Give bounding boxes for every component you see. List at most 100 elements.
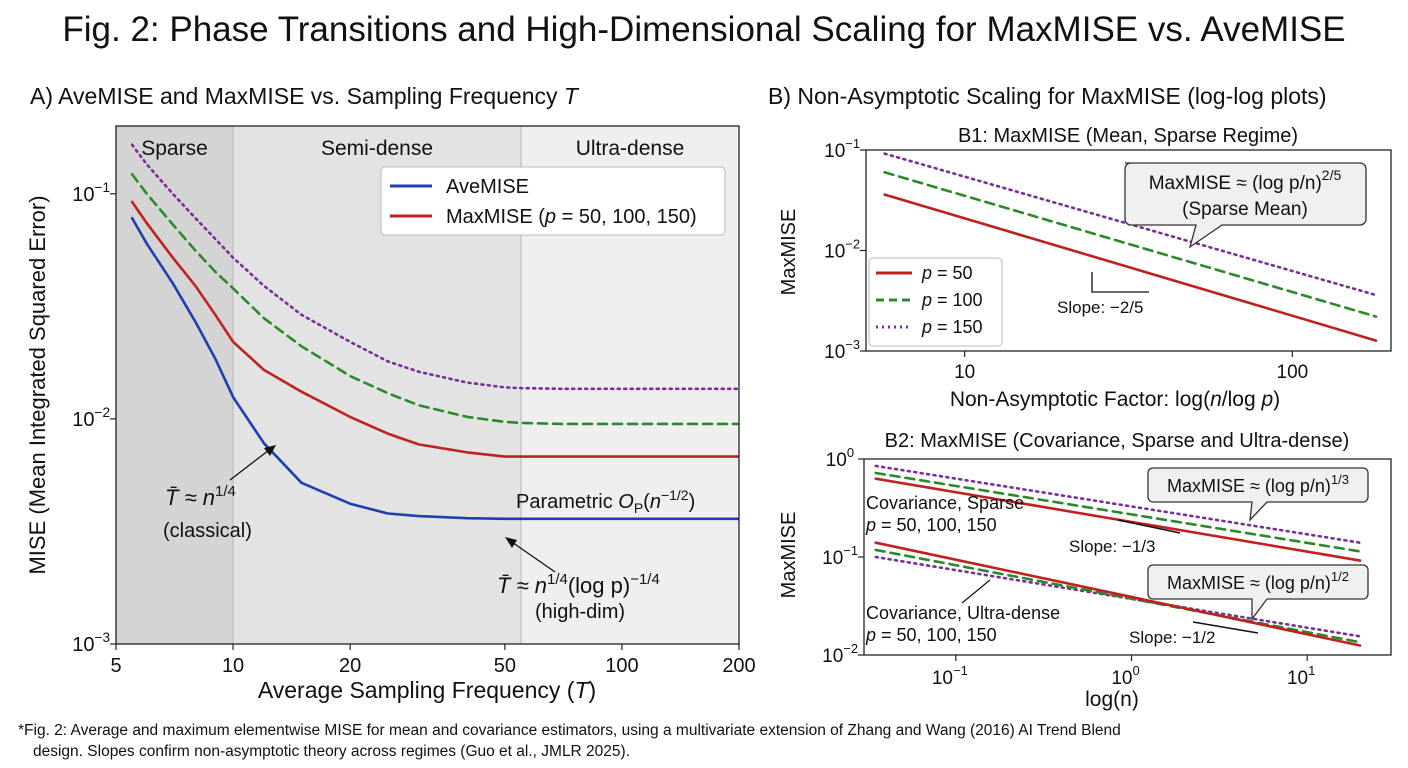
a-xtick-label: 20	[339, 655, 361, 677]
a-xtick-label: 50	[494, 655, 516, 677]
b1-ytick-label: 10−2	[824, 237, 860, 263]
panel-b1-ylabel: MaxMISE	[778, 209, 800, 296]
figure-caption: *Fig. 2: Average and maximum elementwise…	[18, 720, 1398, 762]
callout-b1-exp: 2/5	[1322, 167, 1342, 183]
svg-text:MaxMISE ≈ (log p/n)2/5: MaxMISE ≈ (log p/n)2/5	[1149, 167, 1342, 194]
callout-b2-sparse: MaxMISE ≈ (log p/n)1/3	[1147, 467, 1369, 522]
b2-ytick-label: 100	[826, 445, 854, 471]
svg-text:p = 150: p = 150	[921, 317, 983, 337]
panel-a-title: A) AveMISE and MaxMISE vs. Sampling Freq…	[30, 83, 578, 110]
panel-a-legend: AveMISE MaxMISE (p = 50, 100, 150)	[380, 166, 726, 236]
callout-b2-sparse-text: MaxMISE ≈ (log p/n)	[1167, 476, 1331, 496]
highdim-mid: (log p)	[568, 573, 630, 598]
panel-a-title-var: T	[563, 83, 578, 109]
a-xtick-label: 200	[722, 655, 755, 677]
b1-ytick-label: 10−1	[824, 136, 860, 162]
b2-series-sparse_p100	[874, 471, 1362, 553]
annotation-classical: T̄ ≈ n1/4 (classical)	[163, 445, 276, 542]
b2-series-sparse_p150	[874, 464, 1362, 544]
b1-series-p100	[883, 170, 1378, 318]
callout-b1: MaxMISE ≈ (log p/n)2/5 (Sparse Mean)	[1124, 162, 1367, 249]
callout-b1-line1: MaxMISE ≈ (log p/n)	[1149, 173, 1322, 194]
b2-series-ultra_p100	[874, 548, 1362, 644]
annotation-highdim: T̄ ≈ n1/4(log p)−1/4 (high-dim)	[497, 537, 660, 623]
panel-a-ylabel: MISE (Mean Integrated Squared Error)	[25, 195, 50, 574]
panel-a-title-text: A) AveMISE and MaxMISE vs. Sampling Freq…	[30, 83, 558, 109]
svg-text:T̄ ≈ n1/4(log p)−1/4: T̄ ≈ n1/4(log p)−1/4	[497, 571, 660, 598]
panel-b-title: B) Non-Asymptotic Scaling for MaxMISE (l…	[768, 83, 1327, 109]
panel-b2-chart: B2: MaxMISE (Covariance, Sparse and Ultr…	[778, 430, 1392, 711]
callout-b2-ultra-text: MaxMISE ≈ (log p/n)	[1167, 573, 1331, 593]
a-ytick-label: 10−2	[72, 405, 110, 431]
b1-xtick-label: 100	[1277, 362, 1309, 383]
b2-ytick-label: 10−2	[822, 641, 858, 667]
b2-xtick-label: 10−1	[932, 663, 968, 689]
panel-b2-xlabel: log(n)	[1085, 688, 1139, 711]
callout-b2-sparse-exp: 1/3	[1331, 472, 1349, 487]
panel-b1-title: B1: MaxMISE (Mean, Sparse Regime)	[958, 125, 1298, 147]
series-p150	[130, 143, 739, 391]
highdim-exp1: 1/4	[547, 571, 568, 588]
panel-a-xlabel: Average Sampling Frequency (T)	[258, 677, 596, 703]
highdim-exp2: −1/4	[630, 571, 660, 588]
annotation-parametric: Parametric OP(n−1/2)	[516, 487, 695, 516]
b1-xtick-label: 10	[954, 362, 975, 383]
panel-b2-ylabel: MaxMISE	[778, 512, 800, 599]
classical-note: (classical)	[163, 520, 252, 542]
region-label: Sparse	[141, 137, 208, 160]
caption-line-2: design. Slopes confirm non-asymptotic th…	[33, 743, 631, 760]
b1-ytick-label: 10−3	[824, 337, 860, 363]
series-p100	[130, 173, 739, 426]
classical-formula: T̄ ≈ n	[165, 485, 215, 510]
b2-series-ultra_p50	[874, 541, 1362, 647]
label-cov-ultra-1: Covariance, Ultra-dense	[866, 603, 1060, 623]
b2-xtick-label: 100	[1111, 663, 1139, 689]
region-label: Semi-dense	[321, 137, 433, 160]
panel-b1-xlabel: Non-Asymptotic Factor: log(n/log p)	[950, 388, 1280, 411]
highdim-note: (high-dim)	[535, 601, 625, 623]
label-cov-ultra-2: p = 50, 100, 150	[865, 625, 997, 645]
b1-series-p50	[883, 193, 1378, 342]
a-xtick-label: 100	[605, 655, 638, 677]
b2-ytick-label: 10−1	[822, 543, 858, 569]
figure-title: Fig. 2: Phase Transitions and High-Dimen…	[62, 10, 1346, 49]
panel-a-chart: Sparse Semi-dense Ultra-dense 5 10 20 50 100 20…	[25, 125, 756, 703]
a-xtick-label: 5	[110, 655, 121, 677]
highdim-formula: T̄ ≈ n	[497, 573, 547, 598]
callout-b1-line2: (Sparse Mean)	[1182, 199, 1308, 220]
b2-series-ultra_p150	[874, 555, 1362, 638]
panel-a-frame	[115, 125, 740, 645]
slope-label-ultra: Slope: −1/2	[1129, 628, 1216, 647]
svg-text:T̄ ≈ n1/4: T̄ ≈ n1/4	[165, 483, 236, 510]
pointer-cov-ultra	[961, 579, 991, 604]
a-ytick-label: 10−1	[72, 180, 110, 206]
svg-text:p = 100: p = 100	[921, 290, 983, 310]
legend-avemise-label: AveMISE	[446, 176, 529, 198]
classical-exp: 1/4	[215, 483, 236, 500]
callout-b2-ultra: MaxMISE ≈ (log p/n)1/2	[1147, 564, 1369, 621]
label-cov-sparse-2: p = 50, 100, 150	[865, 515, 997, 535]
svg-text:p = 50: p = 50	[921, 263, 973, 283]
slope-label-sparse: Slope: −1/3	[1069, 537, 1156, 556]
caption-line-1: *Fig. 2: Average and maximum elementwise…	[18, 722, 1121, 739]
legend-maxmise-label: MaxMISE (p = 50, 100, 150)	[446, 206, 697, 228]
series-p50	[130, 200, 739, 458]
panel-b1-chart: B1: MaxMISE (Mean, Sparse Regime) 10 100 1…	[778, 125, 1392, 411]
slope-label-b1: Slope: −2/5	[1057, 298, 1144, 317]
svg-text:MaxMISE ≈ (log p/n)1/3: MaxMISE ≈ (log p/n)1/3	[1167, 472, 1349, 496]
panel-b1-legend: p = 50 p = 100 p = 150	[868, 257, 1003, 347]
label-cov-sparse-1: Covariance, Sparse	[866, 493, 1024, 513]
b2-xtick-label: 101	[1287, 663, 1315, 689]
series-avemise	[130, 216, 739, 521]
a-xtick-label: 10	[222, 655, 244, 677]
panel-b2-title: B2: MaxMISE (Covariance, Sparse and Ultr…	[885, 430, 1350, 452]
callout-b2-ultra-exp: 1/2	[1331, 569, 1349, 584]
svg-text:MaxMISE ≈ (log p/n)1/2: MaxMISE ≈ (log p/n)1/2	[1167, 569, 1349, 593]
slope-marker-ultra	[1192, 621, 1259, 634]
b2-series-sparse_p50	[874, 477, 1362, 562]
a-ytick-label: 10−3	[72, 630, 110, 656]
region-label: Ultra-dense	[576, 137, 685, 160]
slope-marker-sparse	[1117, 519, 1181, 534]
slope-triangle-b1	[1091, 272, 1149, 293]
